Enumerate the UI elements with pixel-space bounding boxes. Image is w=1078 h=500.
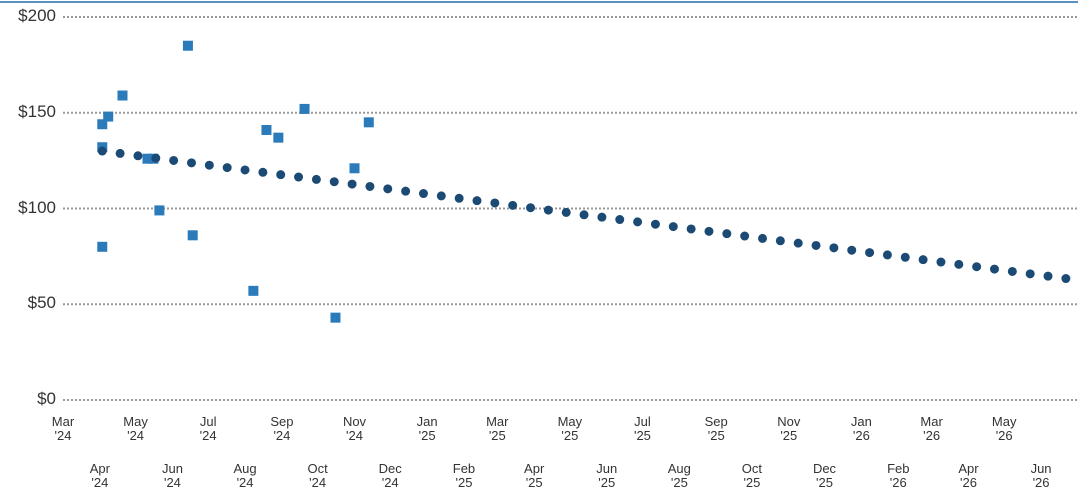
x-tick-label: May '25	[557, 414, 583, 443]
x-tick-label: Mar '24	[51, 414, 75, 443]
point	[299, 103, 310, 114]
x-tick-label: Nov '24	[342, 414, 367, 443]
point	[97, 119, 108, 130]
x-tick-label: Oct '25	[741, 461, 763, 490]
x-tick-label: Jan '26	[850, 414, 872, 443]
point	[97, 241, 108, 252]
point	[248, 285, 259, 296]
x-tick-label: Jan '25	[416, 414, 438, 443]
x-tick-label: Aug '25	[667, 461, 691, 490]
point	[261, 124, 272, 135]
x-tick-label: Jul '25	[633, 414, 651, 443]
point	[142, 153, 153, 164]
y-tick-label: $0	[37, 389, 56, 408]
x-tick-label: Mar '25	[486, 414, 509, 443]
point	[349, 163, 360, 174]
trend-line	[97, 146, 1077, 284]
x-tick-label: Jun '24	[161, 461, 183, 490]
y-tick-label: $200	[18, 6, 56, 25]
x-tick-label: Jun '25	[596, 461, 618, 490]
point	[103, 111, 114, 122]
x-tick-label: Feb '25	[452, 461, 476, 490]
point	[182, 40, 193, 51]
x-tick-label: Oct '24	[307, 461, 328, 490]
x-tick-label: Feb '26	[887, 461, 910, 490]
x-tick-label: Jun '26	[1030, 461, 1052, 490]
x-tick-label: Dec '24	[378, 461, 402, 490]
x-tick-label: Apr '26	[958, 461, 979, 490]
y-tick-label: $100	[18, 197, 56, 217]
x-tick-label: May '24	[123, 414, 148, 443]
x-tick-label: Nov '25	[777, 414, 801, 443]
point	[330, 312, 341, 323]
x-tick-label: Dec '25	[812, 461, 837, 490]
x-tick-label: Apr '25	[524, 461, 545, 490]
x-tick-label: Mar '26	[920, 414, 943, 443]
x-tick-label: Sep '24	[270, 414, 294, 443]
x-tick-label: Aug '24	[233, 461, 257, 490]
point	[187, 230, 198, 241]
x-tick-label: Apr '24	[89, 461, 110, 490]
x-tick-label: Sep '25	[704, 414, 728, 443]
x-tick-label: May '26	[991, 414, 1017, 443]
point	[363, 117, 374, 128]
point	[117, 90, 128, 101]
y-tick-label: $150	[18, 101, 56, 121]
point	[154, 205, 165, 216]
point	[273, 132, 284, 143]
y-tick-label: $50	[27, 293, 56, 313]
x-tick-label: Jul '24	[199, 414, 217, 443]
